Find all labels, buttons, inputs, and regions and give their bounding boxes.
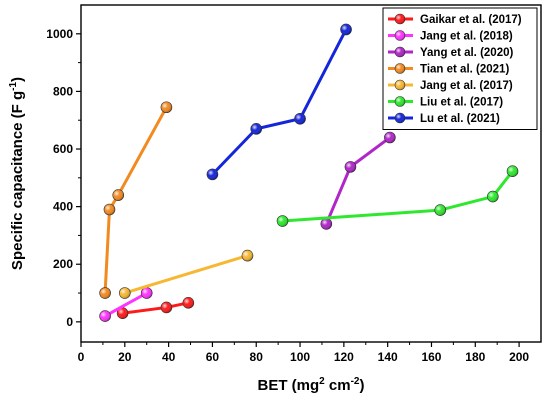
legend-label: Gaikar et al. (2017) bbox=[420, 14, 522, 26]
y-tick-label: 200 bbox=[53, 257, 73, 271]
x-tick-label: 200 bbox=[509, 350, 529, 364]
x-tick-label: 60 bbox=[206, 350, 220, 364]
data-point-shine bbox=[103, 204, 115, 216]
legend-label: Jang et al. (2018) bbox=[420, 31, 513, 43]
x-tick-label: 100 bbox=[290, 350, 310, 364]
data-point-shine bbox=[141, 287, 153, 299]
legend-label: Liu et al. (2017) bbox=[420, 97, 503, 109]
data-point-shine bbox=[206, 168, 218, 180]
legend-swatch-shine bbox=[395, 63, 405, 74]
data-point-shine bbox=[320, 218, 332, 230]
y-tick-label: 600 bbox=[53, 142, 73, 156]
y-tick-label: 400 bbox=[53, 200, 73, 214]
legend-swatch-shine bbox=[395, 14, 405, 24]
data-point-shine bbox=[294, 113, 306, 125]
series-7 bbox=[206, 23, 352, 181]
x-tick-label: 140 bbox=[378, 350, 398, 364]
series-layer bbox=[99, 23, 519, 322]
y-tick-label: 1000 bbox=[46, 27, 73, 41]
data-point-shine bbox=[160, 101, 172, 113]
series-5 bbox=[119, 249, 254, 299]
legend-item: Liu et al. (2017) bbox=[388, 96, 503, 109]
legend-swatch-shine bbox=[395, 113, 405, 123]
legend-item: Jang et al. (2017) bbox=[388, 79, 513, 92]
legend-label: Yang et al. (2020) bbox=[420, 47, 513, 59]
x-tick-label: 80 bbox=[250, 350, 264, 364]
plot-frame bbox=[80, 4, 542, 343]
x-tick-label: 120 bbox=[334, 350, 354, 364]
series-6 bbox=[276, 165, 519, 227]
series-line bbox=[124, 254, 248, 295]
data-point-shine bbox=[344, 161, 356, 173]
y-tick-label: 0 bbox=[66, 315, 73, 329]
legend-label: Jang et al. (2017) bbox=[420, 80, 513, 92]
x-tick-label: 40 bbox=[162, 350, 176, 364]
series-2 bbox=[99, 287, 153, 322]
data-point-shine bbox=[99, 310, 111, 322]
series-3 bbox=[320, 131, 396, 230]
y-axis-title: Specific capacitance (F g-1) bbox=[8, 77, 26, 270]
data-point-shine bbox=[277, 215, 289, 227]
data-point-shine bbox=[99, 287, 111, 299]
data-point-shine bbox=[487, 191, 499, 203]
x-axis-title: BET (mg2 cm-2) bbox=[258, 376, 365, 394]
y-axis-ticks: 0 200 400 600 800 1000 bbox=[46, 27, 81, 329]
data-point-shine bbox=[340, 23, 352, 35]
legend-label: Lu et al. (2021) bbox=[420, 113, 500, 125]
data-point-shine bbox=[241, 250, 253, 262]
legend-item: Lu et al. (2021) bbox=[388, 112, 500, 125]
legend-item: Jang et al. (2018) bbox=[388, 30, 513, 43]
legend-item: Tian et al. (2021) bbox=[388, 63, 509, 76]
series-line bbox=[103, 106, 168, 294]
data-point-shine bbox=[250, 123, 262, 135]
legend-swatch-shine bbox=[395, 47, 405, 57]
x-tick-label: 160 bbox=[421, 350, 441, 364]
legend-swatch-shine bbox=[395, 96, 405, 107]
y-tick-label: 800 bbox=[53, 84, 73, 98]
data-point-shine bbox=[384, 131, 396, 143]
legend-swatch-shine bbox=[395, 80, 405, 90]
x-tick-label: 180 bbox=[465, 350, 485, 364]
legend: Gaikar et al. (2017) Jang et al. (2018) Ya… bbox=[382, 7, 538, 130]
series-line bbox=[122, 301, 189, 315]
legend-swatch-shine bbox=[395, 30, 405, 41]
data-point-shine bbox=[117, 307, 129, 319]
legend-label: Tian et al. (2021) bbox=[420, 64, 509, 76]
x-tick-label: 0 bbox=[78, 350, 85, 364]
legend-item: Gaikar et al. (2017) bbox=[388, 13, 522, 26]
data-point-shine bbox=[182, 297, 194, 309]
data-point-shine bbox=[434, 204, 446, 216]
data-point-shine bbox=[119, 287, 131, 299]
series-line bbox=[211, 28, 348, 176]
data-point-shine bbox=[507, 165, 519, 177]
data-point-shine bbox=[112, 189, 124, 201]
series-line bbox=[104, 291, 148, 318]
series-1 bbox=[116, 297, 195, 319]
series-line bbox=[324, 136, 391, 225]
series-4 bbox=[99, 101, 173, 299]
series-line bbox=[282, 170, 514, 223]
x-tick-label: 20 bbox=[118, 350, 132, 364]
legend-item: Yang et al. (2020) bbox=[388, 46, 513, 59]
data-point-shine bbox=[160, 301, 172, 313]
x-axis-ticks: 0 20 40 60 80 100 120 140 160 180 200 bbox=[78, 342, 529, 364]
